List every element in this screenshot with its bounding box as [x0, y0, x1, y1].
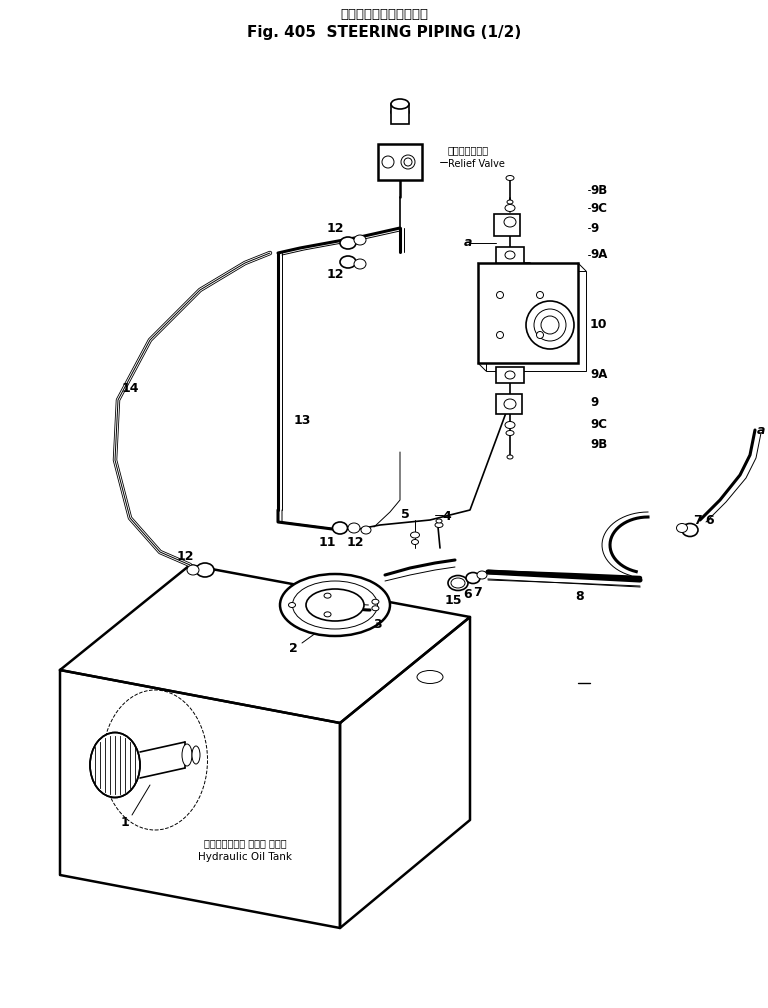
Ellipse shape — [506, 430, 514, 435]
Ellipse shape — [354, 259, 366, 269]
Text: Fig. 405  STEERING PIPING (1/2): Fig. 405 STEERING PIPING (1/2) — [247, 24, 521, 39]
Text: 4: 4 — [442, 509, 452, 522]
Text: 3: 3 — [374, 619, 382, 631]
Ellipse shape — [196, 563, 214, 577]
Ellipse shape — [280, 574, 390, 636]
Text: 9A: 9A — [590, 249, 607, 261]
Ellipse shape — [477, 571, 487, 579]
Ellipse shape — [306, 589, 364, 621]
Text: 6: 6 — [464, 589, 472, 602]
Ellipse shape — [507, 455, 513, 459]
Ellipse shape — [412, 539, 419, 544]
Ellipse shape — [682, 523, 698, 536]
Text: 6: 6 — [706, 513, 714, 526]
Ellipse shape — [677, 523, 687, 532]
Ellipse shape — [391, 99, 409, 109]
Text: 14: 14 — [121, 381, 139, 394]
Text: 1: 1 — [121, 815, 129, 829]
Text: a: a — [464, 237, 472, 250]
Text: ハイドロリック オイル タンク: ハイドロリック オイル タンク — [204, 838, 286, 848]
Ellipse shape — [411, 532, 419, 538]
Text: 2: 2 — [289, 641, 297, 654]
Text: 8: 8 — [576, 591, 584, 604]
Text: リリーフバルブ: リリーフバルブ — [448, 145, 489, 155]
Ellipse shape — [192, 746, 200, 764]
Ellipse shape — [537, 332, 544, 339]
Ellipse shape — [324, 612, 331, 617]
Text: 5: 5 — [401, 508, 409, 521]
Text: 9B: 9B — [590, 183, 607, 197]
Ellipse shape — [187, 565, 199, 575]
Text: 12: 12 — [346, 536, 364, 549]
Bar — [486, 271, 586, 371]
Ellipse shape — [340, 256, 356, 268]
Text: ステアリングパイピング: ステアリングパイピング — [340, 8, 428, 21]
Ellipse shape — [436, 519, 442, 523]
Text: 12: 12 — [326, 222, 344, 235]
Ellipse shape — [505, 205, 515, 212]
Bar — [391, 104, 409, 124]
Text: 12: 12 — [326, 268, 344, 281]
Ellipse shape — [526, 301, 574, 349]
Ellipse shape — [448, 576, 468, 591]
Ellipse shape — [401, 155, 415, 169]
Ellipse shape — [372, 606, 379, 611]
Ellipse shape — [382, 156, 394, 168]
Text: 9B: 9B — [590, 438, 607, 452]
Ellipse shape — [348, 523, 360, 533]
Text: 10: 10 — [590, 319, 607, 332]
Bar — [496, 394, 522, 414]
Ellipse shape — [505, 421, 515, 428]
Text: a: a — [757, 423, 766, 436]
Ellipse shape — [537, 291, 544, 298]
Ellipse shape — [361, 526, 371, 534]
Text: 9A: 9A — [590, 369, 607, 381]
Text: 13: 13 — [293, 413, 311, 426]
Text: 9: 9 — [590, 395, 598, 408]
Text: 7: 7 — [693, 513, 701, 526]
Text: Relief Valve: Relief Valve — [448, 159, 505, 169]
Ellipse shape — [340, 237, 356, 249]
Ellipse shape — [372, 599, 379, 604]
Text: Hydraulic Oil Tank: Hydraulic Oil Tank — [198, 852, 292, 862]
Bar — [496, 367, 524, 383]
Text: 9C: 9C — [590, 418, 607, 431]
Ellipse shape — [90, 733, 140, 797]
Text: 7: 7 — [474, 586, 482, 599]
Bar — [478, 263, 578, 363]
Ellipse shape — [289, 603, 296, 608]
Ellipse shape — [435, 522, 443, 527]
Ellipse shape — [496, 332, 504, 339]
Bar — [378, 144, 422, 180]
Ellipse shape — [391, 107, 409, 117]
Ellipse shape — [507, 200, 513, 204]
Ellipse shape — [324, 593, 331, 598]
Bar — [496, 247, 524, 263]
Ellipse shape — [417, 670, 443, 683]
Ellipse shape — [506, 175, 514, 180]
Ellipse shape — [496, 291, 504, 298]
Ellipse shape — [466, 573, 480, 584]
Text: 9: 9 — [590, 222, 598, 235]
Ellipse shape — [333, 522, 347, 534]
Text: 11: 11 — [318, 536, 336, 549]
Text: 9C: 9C — [590, 202, 607, 215]
Text: 15: 15 — [444, 594, 462, 607]
Bar — [494, 214, 520, 236]
Ellipse shape — [354, 235, 366, 245]
Text: 12: 12 — [176, 550, 194, 563]
Ellipse shape — [182, 744, 192, 766]
